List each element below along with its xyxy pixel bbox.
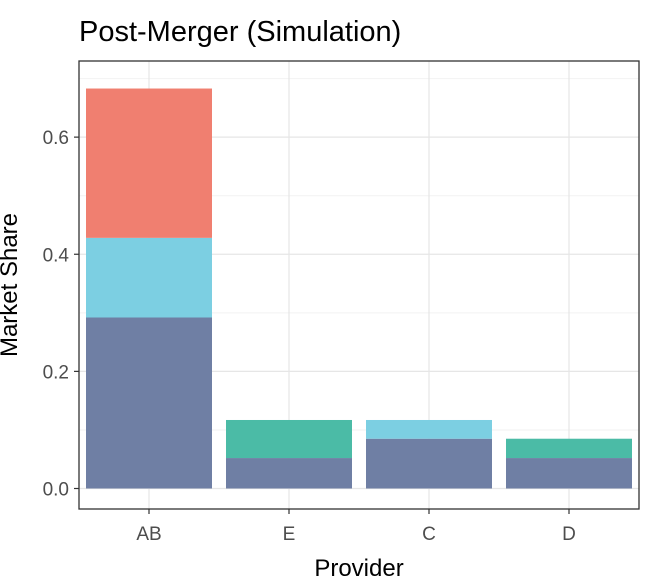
bar-segment-ab — [86, 237, 212, 318]
bar-segment-c — [366, 419, 492, 439]
chart-title: Post-Merger (Simulation) — [79, 16, 401, 48]
x-tick-label-c: C — [422, 524, 436, 545]
bar-segment-e — [226, 419, 352, 459]
y-tick-label: 0.0 — [43, 480, 69, 501]
bars — [86, 88, 632, 489]
x-tick-label-e: E — [283, 524, 296, 545]
y-axis-title: Market Share — [0, 213, 23, 357]
y-tick-label: 0.2 — [43, 362, 69, 383]
plot-border — [78, 60, 640, 510]
bar-segment-e — [226, 458, 352, 489]
axis-ticks: 0.0 0.2 0.4 0.6 AB E C D — [43, 128, 576, 545]
bar-segment-d — [506, 458, 632, 489]
y-tick-label: 0.6 — [43, 128, 69, 149]
bar-segment-ab — [86, 88, 212, 238]
x-tick-label-ab: AB — [136, 524, 161, 545]
x-axis-title: Provider — [314, 555, 403, 582]
bar-segment-ab — [86, 317, 212, 489]
bar-segment-c — [366, 438, 492, 489]
x-tick-label-d: D — [562, 524, 576, 545]
y-tick-label: 0.4 — [43, 245, 70, 266]
bar-segment-d — [506, 438, 632, 459]
